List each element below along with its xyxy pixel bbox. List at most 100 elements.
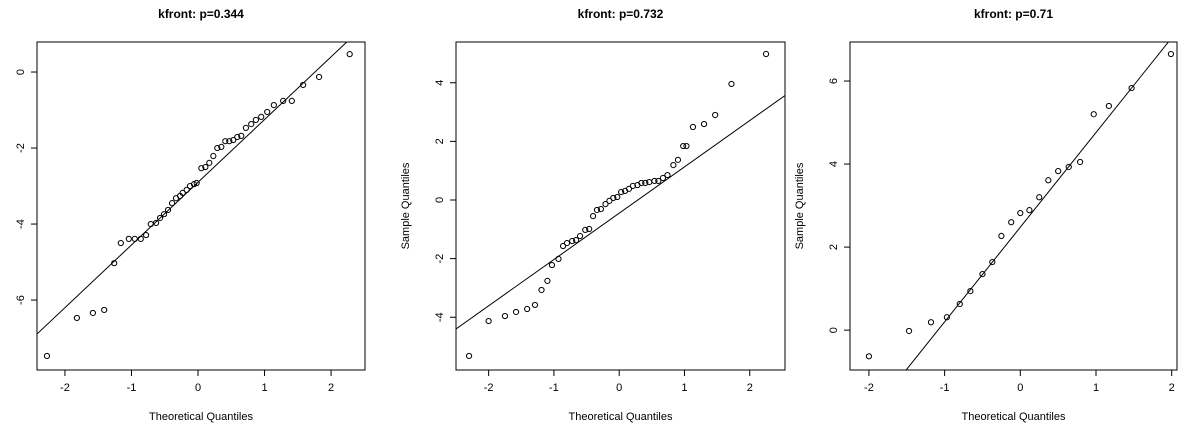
point <box>164 206 172 214</box>
point <box>137 235 144 242</box>
point <box>712 111 719 119</box>
point <box>1036 194 1043 201</box>
point <box>664 171 671 179</box>
x-axis-label: Theoretical Quantiles <box>569 411 673 423</box>
y-tick-label: 4 <box>828 161 840 167</box>
x-tick-label: 2 <box>747 382 753 394</box>
point <box>218 143 225 150</box>
point <box>258 113 265 120</box>
point <box>89 309 96 317</box>
point <box>589 213 597 220</box>
point <box>252 116 259 124</box>
point <box>674 156 682 163</box>
point <box>125 235 132 242</box>
point <box>967 288 974 295</box>
point <box>346 51 353 58</box>
x-tick-label: 0 <box>616 382 622 394</box>
y-tick-label: 4 <box>434 80 446 86</box>
y-tick-label: 2 <box>828 244 840 250</box>
point <box>315 73 323 81</box>
point <box>222 138 229 145</box>
x-tick-label: 1 <box>261 382 267 394</box>
point <box>659 174 667 182</box>
point <box>501 312 509 320</box>
panel: kfront: p=0.732 -2 -1 0 1 2 -4 -2 0 2 4 Theoretical… <box>400 7 786 423</box>
point <box>544 277 551 284</box>
point <box>43 352 51 360</box>
x-tick-label: 2 <box>1169 382 1175 394</box>
point <box>156 214 164 222</box>
panel: kfront: p=0.71 -2 -1 0 1 2 0 2 4 6 Theoretical Qua… <box>794 7 1178 423</box>
point <box>638 179 645 187</box>
point <box>1045 177 1052 184</box>
point <box>597 205 605 213</box>
point <box>1090 111 1097 118</box>
point <box>1128 84 1135 92</box>
point <box>762 50 770 58</box>
point <box>202 163 209 171</box>
point <box>264 108 271 116</box>
point <box>680 142 687 150</box>
point <box>143 231 150 239</box>
point <box>206 159 213 166</box>
point <box>548 261 556 269</box>
x-axis-label: Theoretical Quantiles <box>962 411 1066 423</box>
panel-title: kfront: p=0.344 <box>158 7 244 21</box>
y-tick-label: 0 <box>15 69 27 75</box>
point <box>1008 219 1015 226</box>
y-tick-label: -6 <box>15 295 27 305</box>
point <box>555 255 562 263</box>
point <box>618 188 625 196</box>
point <box>683 142 690 150</box>
x-axis-label: Theoretical Quantiles <box>149 411 253 423</box>
y-axis-label: Sample Quantiles <box>400 162 412 249</box>
point <box>563 239 571 247</box>
point <box>270 101 277 109</box>
point <box>183 186 190 193</box>
point <box>101 306 108 314</box>
point <box>943 314 950 321</box>
point <box>642 179 649 187</box>
point <box>629 182 637 190</box>
point <box>1077 158 1084 166</box>
x-tick-label: 0 <box>195 382 201 394</box>
point <box>610 194 617 202</box>
point <box>559 242 567 250</box>
panel-title: kfront: p=0.71 <box>974 7 1053 21</box>
point <box>1026 207 1033 214</box>
panel: kfront: p=0.344 -2 -1 0 1 2 -6 -4 -2 0 Theoretical… <box>15 7 366 423</box>
point <box>989 258 996 266</box>
reference-line <box>905 42 1170 370</box>
point <box>179 189 186 196</box>
point <box>573 237 580 244</box>
point <box>288 97 295 105</box>
y-tick-label: -2 <box>434 254 446 264</box>
point <box>651 177 658 185</box>
point <box>147 220 154 228</box>
point <box>586 225 593 233</box>
point <box>524 305 531 313</box>
point <box>670 162 677 169</box>
point <box>117 239 124 247</box>
plot-frame <box>455 41 786 371</box>
x-tick-label: -2 <box>484 382 494 394</box>
y-tick-label: -2 <box>15 143 27 153</box>
point <box>582 226 589 233</box>
point <box>238 132 245 139</box>
y-tick-label: 6 <box>828 78 840 84</box>
y-tick-label: -4 <box>434 312 446 322</box>
point <box>193 179 200 187</box>
point <box>576 232 584 240</box>
point <box>1055 168 1062 175</box>
x-tick-label: 0 <box>1017 382 1023 394</box>
plot-frame <box>36 41 366 371</box>
point <box>569 237 576 245</box>
point <box>689 123 697 131</box>
x-tick-label: 1 <box>1093 382 1099 394</box>
y-tick-label: -4 <box>15 219 27 229</box>
point <box>111 260 118 267</box>
point <box>210 152 217 160</box>
point <box>242 124 250 131</box>
x-tick-label: 2 <box>328 382 334 394</box>
